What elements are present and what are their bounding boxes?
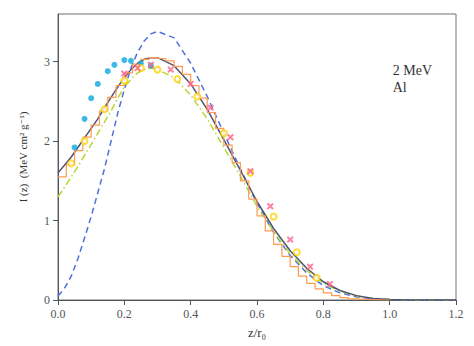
svg-text:1: 1 xyxy=(44,214,50,228)
svg-text:0.2: 0.2 xyxy=(117,307,132,321)
svg-text:2 MeV: 2 MeV xyxy=(393,63,432,78)
svg-text:0.4: 0.4 xyxy=(183,307,198,321)
svg-text:1.0: 1.0 xyxy=(382,307,397,321)
svg-text:0: 0 xyxy=(44,293,50,307)
svg-text:0.8: 0.8 xyxy=(316,307,331,321)
svg-text:0.0: 0.0 xyxy=(51,307,66,321)
svg-text:I (z) (MeV cm² g⁻¹): I (z) (MeV cm² g⁻¹) xyxy=(17,111,30,202)
svg-text:3: 3 xyxy=(44,55,50,69)
svg-text:z/r₀: z/r₀ xyxy=(248,325,266,340)
svg-text:2: 2 xyxy=(44,134,50,148)
svg-text:1.2: 1.2 xyxy=(449,307,464,321)
svg-text:Al: Al xyxy=(393,80,407,95)
svg-text:0.6: 0.6 xyxy=(250,307,265,321)
